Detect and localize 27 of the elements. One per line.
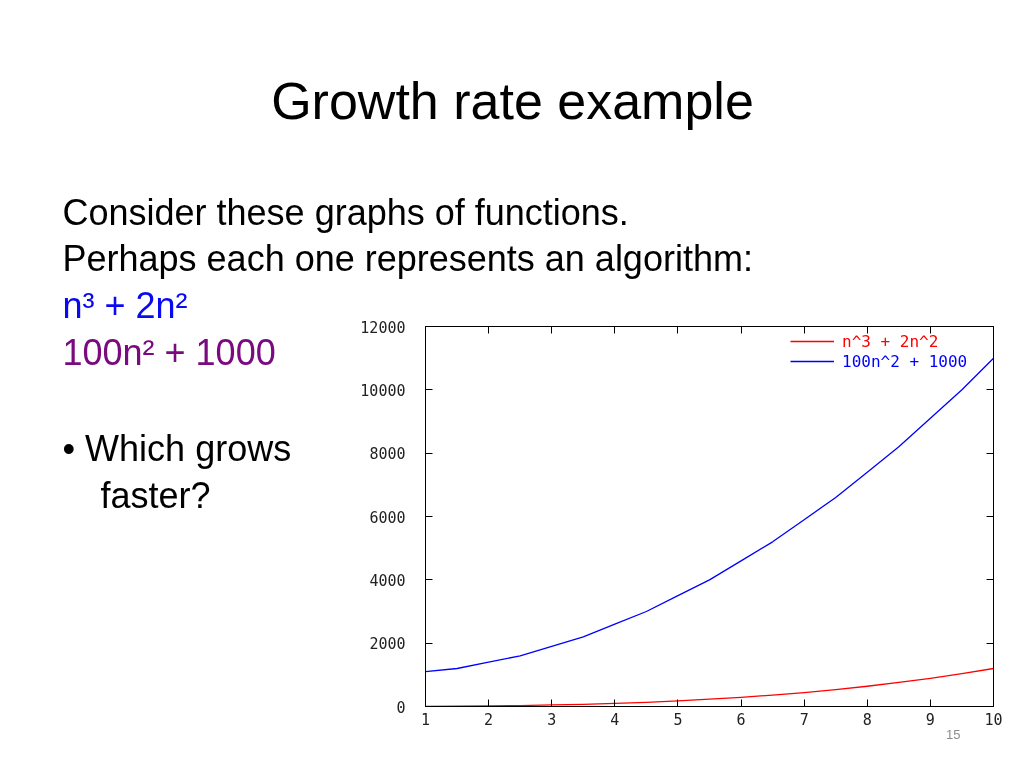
x-tick-label: 6 xyxy=(736,710,746,729)
text: n³ + 2n² xyxy=(62,285,188,326)
text: Perhaps each one represents an algorithm: xyxy=(62,238,753,279)
y-tick-label: 4000 xyxy=(369,571,406,590)
text: 100n² + 1000 xyxy=(62,332,276,373)
legend-label: 100n^2 + 1000 xyxy=(842,351,969,371)
y-tick-label: 6000 xyxy=(369,508,406,527)
x-tick-label: 1 xyxy=(420,710,431,729)
line-series xyxy=(425,357,994,673)
legend-label: n^3 + 2n^2 xyxy=(842,331,940,351)
y-tick-label: 12000 xyxy=(360,318,406,337)
x-tick-label: 2 xyxy=(484,710,494,729)
y-tick-label: 2000 xyxy=(369,635,406,654)
x-tick-label: 9 xyxy=(925,710,935,729)
x-tick-label: 8 xyxy=(862,710,872,729)
y-tick-label: 0 xyxy=(396,698,406,717)
x-tick-label: 3 xyxy=(547,710,557,729)
x-tick-label: 7 xyxy=(799,710,809,729)
text: 15 xyxy=(946,726,961,742)
x-tick-label: 10 xyxy=(984,710,1003,729)
y-tick-label: 8000 xyxy=(369,445,406,464)
chart-title: Growth rate example xyxy=(271,71,754,130)
y-tick-label: 10000 xyxy=(360,381,406,400)
text: • Which grows faster? xyxy=(62,428,292,516)
text: Consider these graphs of functions. xyxy=(62,192,629,233)
x-tick-label: 5 xyxy=(673,710,683,729)
x-tick-label: 4 xyxy=(610,710,620,729)
